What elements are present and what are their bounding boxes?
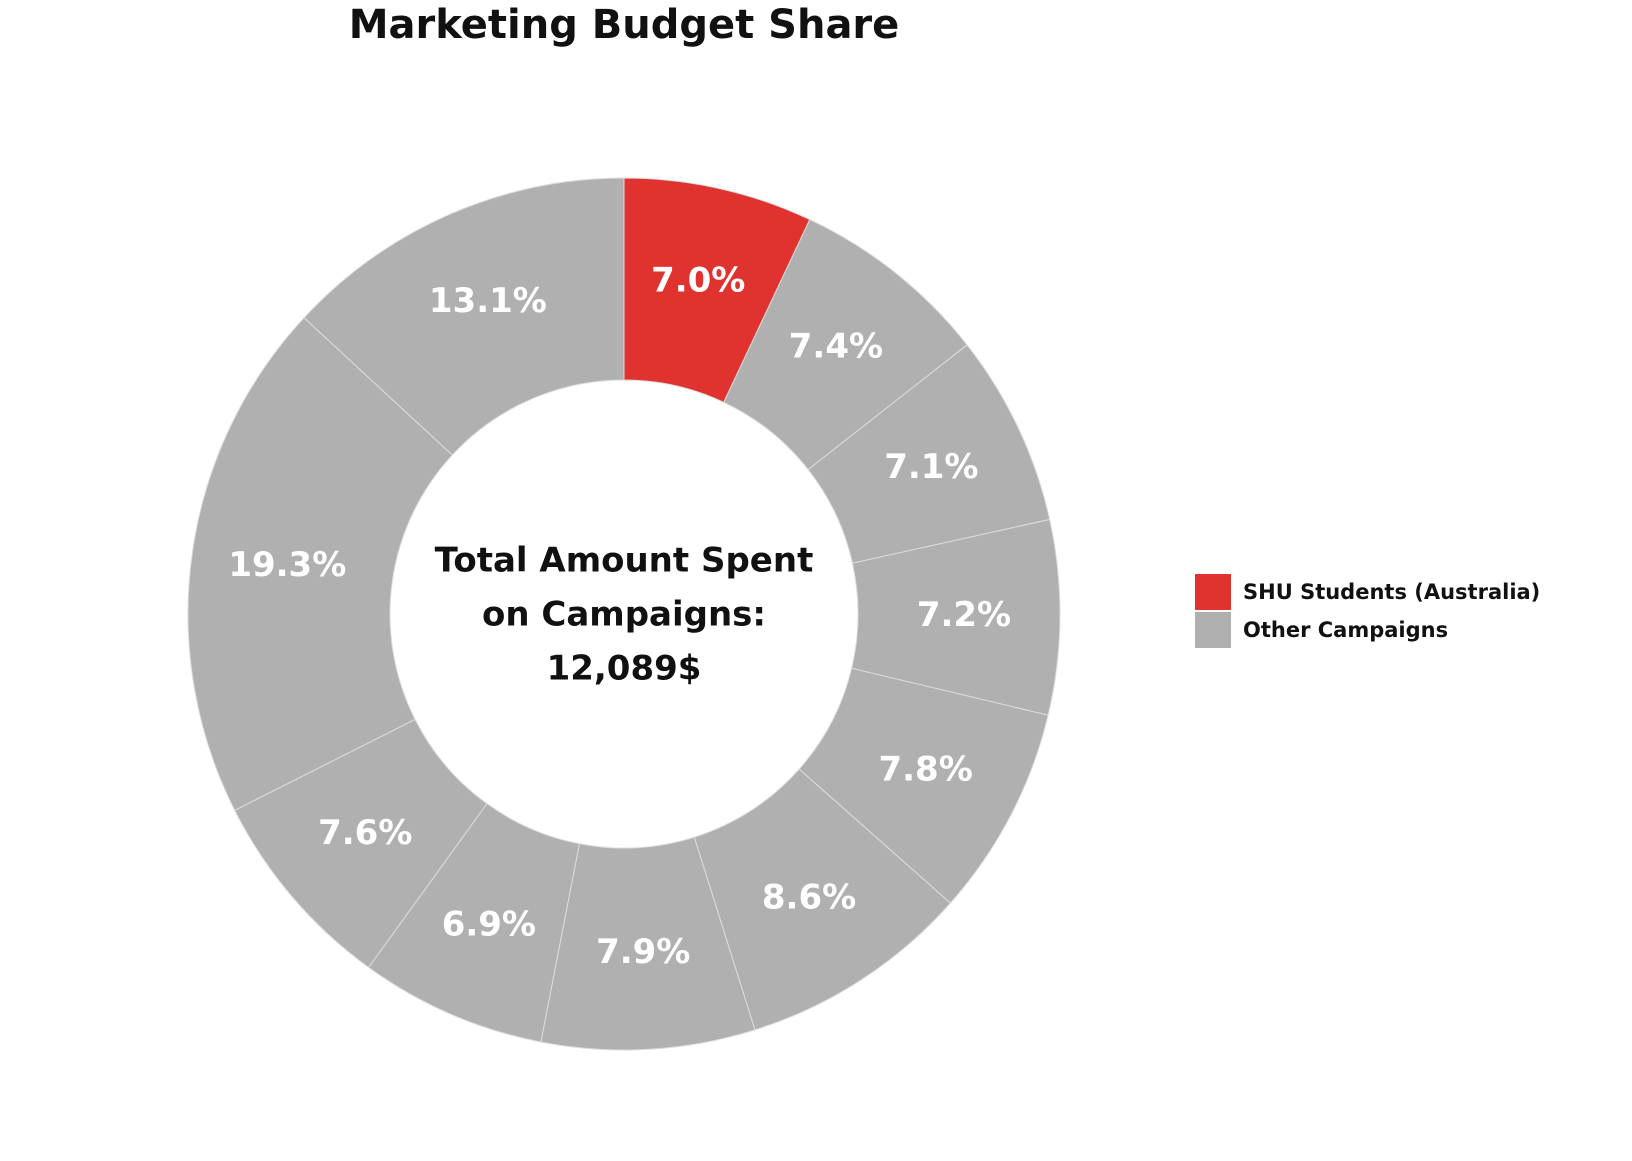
slice-labels: 7.0% 7.4% 7.1% 7.2% 7.8% 8.6% 7.9% 6.9% 7.6% 19.3… [228,261,1011,972]
center-text: Total Amount Spent on Campaigns: 12,089$ [435,541,814,689]
slice-label-2: 7.1% [884,447,978,487]
donut-slices [187,177,1061,1051]
legend-swatch-other-campaigns [1195,612,1231,648]
legend: SHU Students (Australia) Other Campaigns [1195,574,1540,650]
donut-chart: 7.0% 7.4% 7.1% 7.2% 7.8% 8.6% 7.9% 6.9% 7.6% 19.3… [187,177,1061,1051]
slice-label-9: 19.3% [228,545,346,585]
slice-label-0: 7.0% [651,261,745,301]
legend-item-other-campaigns: Other Campaigns [1195,612,1540,648]
donut-slice-9 [187,317,453,811]
slice-label-3: 7.2% [917,595,1011,635]
slice-label-1: 7.4% [789,327,883,367]
slice-label-8: 7.6% [318,813,412,853]
slice-label-7: 6.9% [442,904,536,944]
slice-label-10: 13.1% [429,281,547,321]
legend-label-other-campaigns: Other Campaigns [1243,618,1449,642]
donut-slice-10 [303,177,625,456]
center-text-line-2: on Campaigns: [482,595,766,635]
chart-title: Marketing Budget Share [348,2,900,48]
slice-label-4: 7.8% [878,749,972,789]
legend-swatch-shu-students [1195,574,1231,610]
legend-item-shu-students: SHU Students (Australia) [1195,574,1540,610]
center-text-line-3: 12,089$ [547,649,702,689]
slice-label-6: 7.9% [596,932,690,972]
legend-label-shu-students: SHU Students (Australia) [1243,580,1541,604]
slice-label-5: 8.6% [762,878,856,918]
center-text-line-1: Total Amount Spent [435,541,814,581]
